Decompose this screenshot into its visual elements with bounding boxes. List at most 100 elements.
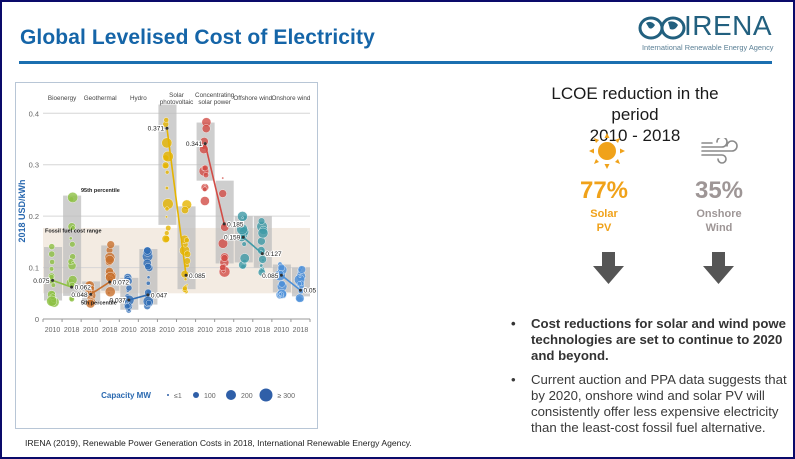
- project-point: [48, 250, 56, 258]
- project-point: [180, 270, 189, 279]
- project-point: [71, 261, 75, 265]
- bullet-cost-reductions: • Cost reductions for solar and wind pow…: [511, 316, 786, 363]
- weighted-average-label: 0.085: [189, 273, 206, 280]
- project-point: [125, 284, 133, 292]
- technology-header: solar power: [198, 99, 231, 106]
- x-tick-label: 2018: [140, 327, 156, 334]
- weighted-average-line: [166, 128, 187, 276]
- weighted-average-label: 0.048: [71, 292, 88, 299]
- solar-pv-label-line1: Solar: [590, 208, 618, 220]
- project-point: [50, 282, 56, 288]
- project-point: [161, 161, 170, 169]
- weighted-average-label: 0.075: [33, 278, 50, 285]
- project-point: [236, 223, 248, 235]
- x-tick-label: 2018: [216, 327, 232, 334]
- project-point: [241, 241, 247, 247]
- weighted-average-label: 0.072: [113, 279, 130, 286]
- technology-header: Geothermal: [84, 95, 117, 102]
- project-point: [163, 117, 169, 123]
- weighted-average-label: 0.062: [75, 285, 92, 292]
- project-point: [69, 241, 76, 248]
- technology-header: photovoltaic: [160, 99, 194, 106]
- project-point: [203, 172, 209, 179]
- project-point: [143, 246, 152, 255]
- project-point: [165, 215, 168, 219]
- project-point: [126, 279, 131, 284]
- globe-infinity-icon: [638, 16, 686, 40]
- project-point: [277, 263, 286, 272]
- project-point: [165, 225, 172, 231]
- legend-marker: [259, 388, 273, 402]
- weighted-average-label: 0.037: [110, 297, 127, 304]
- y-tick-label: 0.3: [29, 161, 39, 170]
- project-point: [258, 255, 267, 264]
- weighted-average-point: [89, 292, 93, 296]
- project-point: [259, 263, 264, 268]
- weighted-average-point: [184, 273, 188, 277]
- project-point: [69, 296, 75, 302]
- project-point: [164, 230, 170, 236]
- logo-wordmark: IRENA: [684, 10, 773, 41]
- x-tick-label: 2010: [235, 327, 251, 334]
- irena-logo: IRENA International Renewable Energy Age…: [638, 10, 778, 52]
- legend-label: 200: [241, 393, 253, 400]
- weighted-average-line: [204, 143, 225, 225]
- project-point: [89, 285, 95, 291]
- weighted-average-point: [70, 285, 74, 289]
- project-point: [237, 211, 248, 222]
- x-tick-label: 2018: [255, 327, 271, 334]
- weighted-average-label: 0.056: [303, 288, 316, 295]
- x-tick-label: 2018: [178, 327, 194, 334]
- project-point: [217, 238, 228, 249]
- project-point: [201, 124, 211, 133]
- project-point: [68, 236, 73, 241]
- project-point: [257, 227, 269, 239]
- project-point: [181, 206, 189, 214]
- weighted-average-point: [165, 126, 169, 130]
- project-point: [220, 254, 229, 262]
- project-point: [48, 274, 55, 280]
- weighted-average-label: 0.159: [224, 235, 241, 242]
- y-tick-label: 0.2: [29, 212, 39, 221]
- bullet-auction-data: • Current auction and PPA data suggests …: [511, 372, 787, 435]
- project-point: [145, 299, 152, 306]
- y-axis-label: 2018 USD/kWh: [17, 179, 27, 242]
- project-point: [241, 216, 244, 219]
- project-point: [257, 237, 266, 246]
- weighted-average-point: [222, 222, 226, 226]
- p95-annotation: 95th percentile: [81, 188, 120, 194]
- weighted-average-point: [260, 252, 264, 256]
- project-point: [257, 268, 266, 277]
- project-point: [146, 275, 151, 280]
- project-point: [202, 164, 209, 172]
- weighted-average-point: [146, 293, 150, 297]
- weighted-average-label: 0.085: [262, 273, 279, 280]
- project-point: [203, 184, 207, 187]
- technology-header: Onshore wind: [271, 95, 310, 102]
- onshore-wind-label-line1: Onshore: [696, 208, 742, 220]
- project-point: [219, 264, 227, 271]
- sun-icon: [589, 133, 625, 169]
- project-point: [278, 292, 283, 296]
- solar-pv-label: Solar PV: [564, 207, 644, 235]
- weighted-average-line: [242, 236, 263, 255]
- onshore-wind-reduction-value: 35%: [694, 177, 744, 204]
- technology-header: Concentrating: [195, 92, 235, 99]
- weighted-average-label: 0.371: [148, 126, 165, 133]
- fossil-range-annotation: Fossil fuel cost range: [45, 229, 102, 235]
- project-point: [104, 286, 116, 297]
- x-tick-label: 2018: [102, 327, 118, 334]
- project-point: [278, 280, 286, 288]
- technology-header: Solar: [169, 92, 184, 99]
- project-point: [49, 259, 55, 265]
- wind-icon: [701, 138, 738, 164]
- project-point: [165, 170, 170, 175]
- legend-label: ≤1: [174, 393, 182, 400]
- technology-header: Hydro: [130, 95, 147, 102]
- weighted-average-line: [128, 294, 149, 301]
- y-tick-label: 0: [35, 315, 39, 324]
- solar-pv-label-line2: PV: [596, 222, 612, 234]
- project-point: [144, 263, 152, 271]
- x-tick-label: 2018: [64, 327, 80, 334]
